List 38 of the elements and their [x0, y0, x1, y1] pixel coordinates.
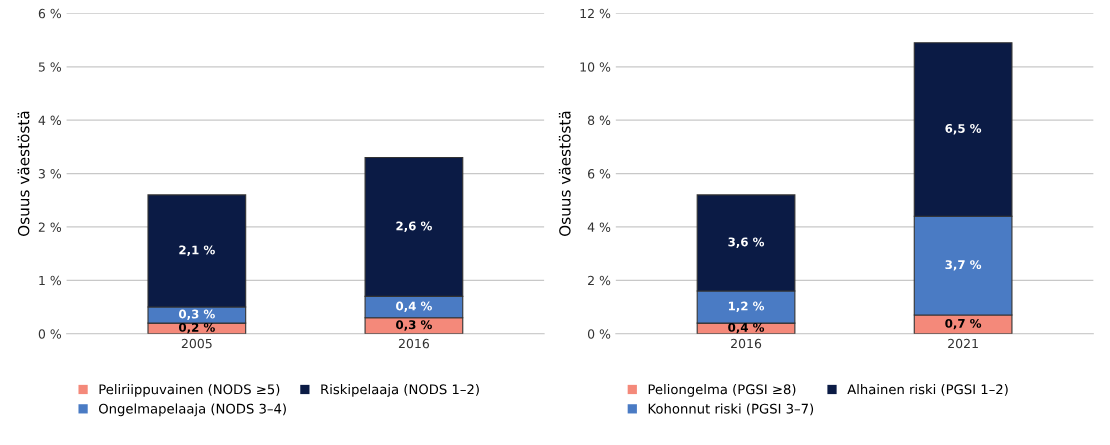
y-tick-label: 2 % — [38, 222, 62, 232]
data-label: 0,4 % — [396, 301, 432, 312]
y-tick-label: 0 % — [587, 329, 611, 339]
data-label: 0,2 % — [178, 322, 215, 334]
y-tick-label: 12 % — [580, 8, 611, 19]
data-label: 3,6 % — [728, 237, 765, 248]
y-axis-title: Osuus väestöstä — [17, 111, 30, 236]
data-label: 0,3 % — [178, 309, 215, 320]
y-tick-label: 4 % — [38, 115, 62, 126]
y-tick-label: 3 % — [38, 169, 62, 179]
y-tick-label: 8 % — [587, 115, 611, 126]
y-tick-label: 10 % — [580, 62, 611, 72]
legend-label: Peliriippuvainen (NODS ≥5) — [99, 384, 280, 397]
y-tick-label: 6 % — [38, 8, 62, 19]
y-tick-label: 0 % — [38, 329, 62, 339]
y-tick-label: 5 % — [38, 62, 62, 72]
data-label: 1,2 % — [728, 301, 765, 312]
data-label: 2,1 % — [179, 245, 215, 256]
legend-label: Kohonnut riski (PGSI 3–7) — [648, 403, 814, 416]
y-tick-label: 6 % — [588, 169, 611, 179]
x-tick-label: 2005 — [181, 338, 212, 349]
x-tick-label: 2016 — [398, 338, 430, 349]
y-tick-label: 4 % — [587, 222, 611, 232]
y-tick-label: 2 % — [588, 275, 611, 286]
legend-label: Peliongelma (PGSI ≥8) — [648, 384, 796, 397]
data-label: 0,7 % — [945, 318, 982, 330]
data-label: 3,7 % — [945, 260, 982, 271]
x-tick-label: 2016 — [731, 338, 762, 349]
x-tick-label: 2021 — [948, 338, 978, 349]
y-tick-label: 1 % — [39, 275, 62, 286]
legend-label: Alhainen riski (PGSI 1–2) — [847, 384, 1008, 396]
data-label: 0,4 % — [728, 322, 765, 334]
y-axis-title: Osuus väestöstä — [558, 111, 571, 236]
legend-label: Ongelmapelaaja (NODS 3–4) — [99, 403, 286, 417]
legend-label: Riskipelaaja (NODS 1–2) — [321, 384, 479, 397]
data-label: 6,5 % — [945, 123, 982, 135]
data-label: 2,6 % — [396, 221, 432, 232]
data-label: 0,3 % — [396, 320, 432, 331]
